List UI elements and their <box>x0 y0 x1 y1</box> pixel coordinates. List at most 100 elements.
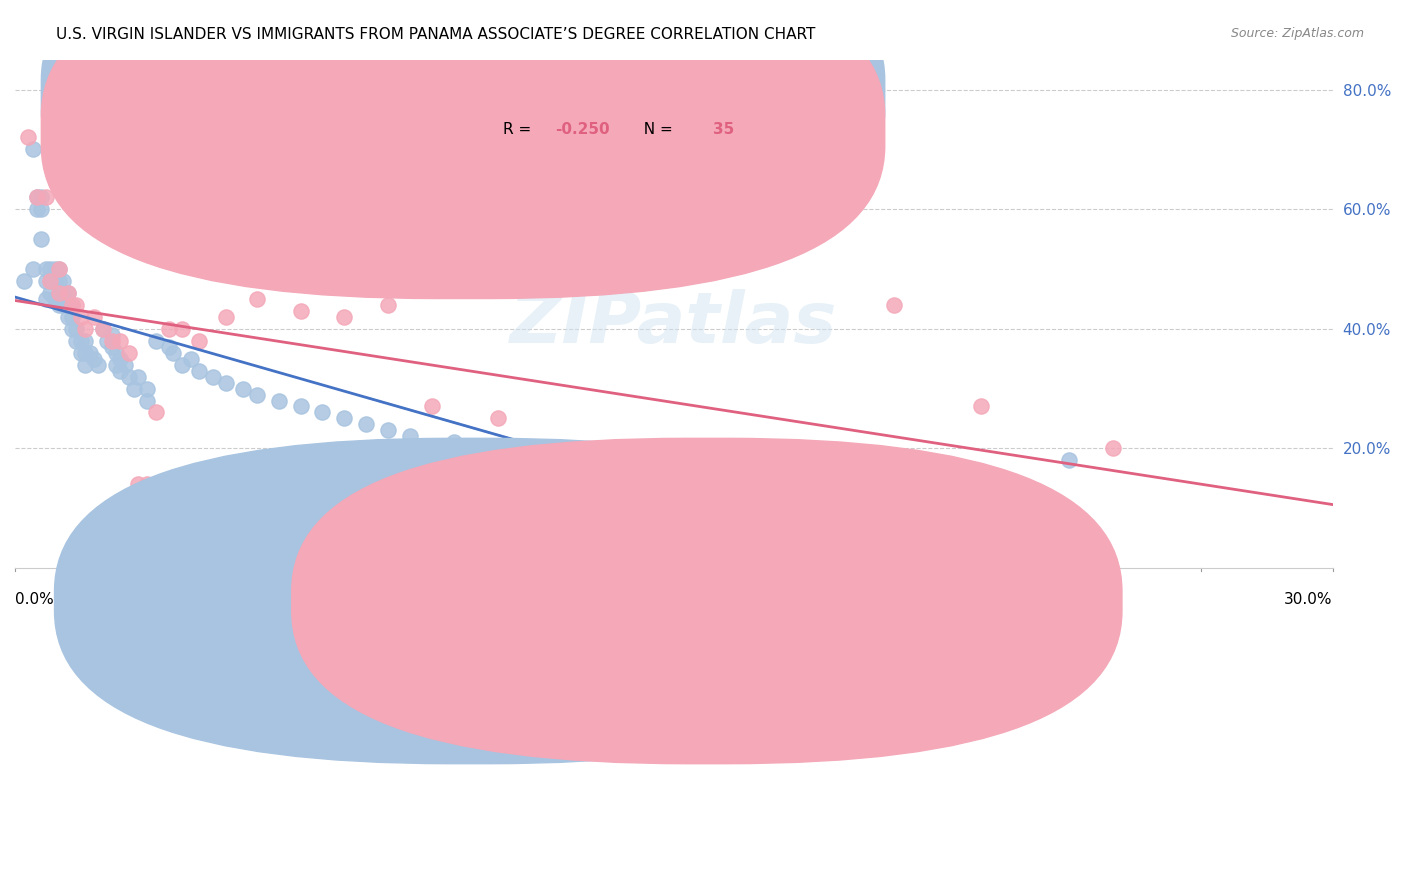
Point <box>91 322 114 336</box>
Point <box>356 417 378 432</box>
Point <box>127 369 149 384</box>
Point <box>30 190 52 204</box>
Point <box>100 327 122 342</box>
Point <box>75 334 97 348</box>
Point <box>56 310 79 324</box>
Point <box>48 274 70 288</box>
Point <box>56 285 79 300</box>
Point <box>48 298 70 312</box>
Point <box>105 345 128 359</box>
Point <box>39 261 62 276</box>
Point <box>1102 442 1125 456</box>
Text: 35: 35 <box>713 122 735 137</box>
Point <box>48 261 70 276</box>
Point <box>772 477 794 491</box>
Point <box>145 334 167 348</box>
Point <box>377 424 399 438</box>
Point <box>65 322 87 336</box>
Point <box>70 310 93 324</box>
Point <box>170 322 193 336</box>
Point <box>35 292 58 306</box>
Point <box>110 351 132 366</box>
Point <box>39 274 62 288</box>
Point <box>52 285 75 300</box>
Text: R =: R = <box>502 122 536 137</box>
Point <box>443 435 465 450</box>
Point <box>135 477 157 491</box>
Point <box>245 292 267 306</box>
Point <box>52 298 75 312</box>
Point <box>188 363 211 377</box>
Point <box>105 358 128 372</box>
Point <box>180 351 202 366</box>
Point <box>100 334 122 348</box>
Point <box>290 400 312 414</box>
Point <box>52 274 75 288</box>
Point <box>25 190 48 204</box>
Point <box>157 340 180 354</box>
Text: U.S. Virgin Islanders: U.S. Virgin Islanders <box>502 596 657 611</box>
Point <box>30 202 52 216</box>
Point <box>311 405 333 419</box>
Point <box>290 303 312 318</box>
Point <box>48 261 70 276</box>
Point <box>575 447 598 461</box>
Text: -0.250: -0.250 <box>555 122 610 137</box>
Point <box>118 345 141 359</box>
Point <box>21 261 44 276</box>
FancyBboxPatch shape <box>291 438 1122 764</box>
Text: N =: N = <box>634 122 678 137</box>
Text: -0.194: -0.194 <box>555 90 610 105</box>
Point <box>25 190 48 204</box>
Point <box>79 345 101 359</box>
Point <box>377 298 399 312</box>
FancyBboxPatch shape <box>41 0 884 263</box>
Point <box>135 393 157 408</box>
Text: 0.0%: 0.0% <box>15 591 53 607</box>
Point <box>122 382 145 396</box>
Point <box>39 285 62 300</box>
Point <box>267 393 290 408</box>
Point <box>970 400 993 414</box>
Text: ZIPatlas: ZIPatlas <box>510 289 838 359</box>
Point <box>60 298 83 312</box>
Point <box>35 261 58 276</box>
Text: Source: ZipAtlas.com: Source: ZipAtlas.com <box>1230 27 1364 40</box>
Point <box>70 345 93 359</box>
Point <box>883 298 905 312</box>
FancyBboxPatch shape <box>55 438 884 764</box>
Point <box>25 202 48 216</box>
Point <box>162 345 184 359</box>
Point <box>83 351 105 366</box>
Text: Immigrants from Panama: Immigrants from Panama <box>740 596 934 611</box>
FancyBboxPatch shape <box>41 0 884 299</box>
Point <box>13 274 35 288</box>
Point <box>56 285 79 300</box>
Point <box>39 274 62 288</box>
Text: N =: N = <box>634 90 678 105</box>
Point <box>215 310 238 324</box>
Point <box>188 334 211 348</box>
Point <box>245 387 267 401</box>
Point <box>486 411 509 425</box>
Point <box>44 261 66 276</box>
Point <box>44 274 66 288</box>
Point <box>35 190 58 204</box>
Point <box>48 285 70 300</box>
Point <box>48 285 70 300</box>
FancyBboxPatch shape <box>411 85 806 161</box>
Point <box>60 322 83 336</box>
Point <box>114 358 136 372</box>
Point <box>420 400 443 414</box>
Point <box>110 334 132 348</box>
Point <box>619 447 641 461</box>
Point <box>201 369 224 384</box>
Point <box>110 363 132 377</box>
Text: 75: 75 <box>713 90 735 105</box>
Point <box>170 358 193 372</box>
Point <box>135 382 157 396</box>
Point <box>35 274 58 288</box>
Point <box>157 322 180 336</box>
Point <box>215 376 238 390</box>
Point <box>531 442 554 456</box>
